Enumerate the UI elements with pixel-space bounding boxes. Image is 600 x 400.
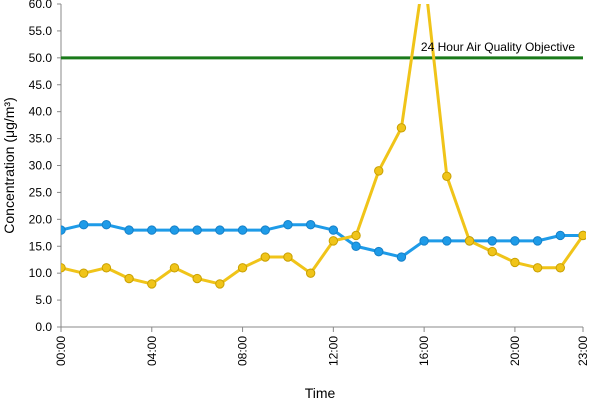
- series-1-point: [101, 220, 112, 230]
- series-1-point: [147, 225, 157, 235]
- series-1-point: [124, 225, 134, 235]
- y-tick-label: 20.0: [29, 212, 53, 226]
- y-tick-label: 45.0: [29, 78, 53, 92]
- series-1-point: [61, 225, 66, 235]
- y-tick-label: 40.0: [29, 105, 53, 119]
- series-1-point: [351, 241, 361, 251]
- series-2-point: [487, 246, 497, 257]
- plot-area: [61, 4, 586, 289]
- series-2-point: [328, 236, 339, 246]
- series-1-point: [487, 236, 497, 246]
- y-tick-label: 30.0: [29, 159, 53, 173]
- series-1-point: [237, 225, 248, 235]
- x-axis-title: Time: [305, 385, 336, 400]
- series-1-point: [374, 246, 384, 257]
- x-tick-label: 12:00: [326, 336, 340, 366]
- y-tick-label: 35.0: [29, 132, 53, 146]
- y-tick-label: 10.0: [29, 266, 53, 280]
- series-2-point: [532, 263, 543, 273]
- series-2-point: [578, 230, 586, 241]
- y-tick-label: 0.0: [35, 320, 52, 334]
- series-2-point: [555, 263, 566, 273]
- series-1-point: [283, 220, 293, 230]
- series-1-point: [169, 225, 180, 235]
- x-tick-label: 00:00: [54, 336, 68, 366]
- series-2-point: [374, 166, 384, 176]
- x-tick-label: 16:00: [417, 336, 431, 366]
- y-tick-label: 25.0: [29, 185, 53, 199]
- y-tick-label: 55.0: [29, 24, 53, 38]
- series-1-point: [215, 225, 225, 235]
- series-1-point: [442, 236, 452, 246]
- y-axis-title: Concentration (μg/m³): [1, 97, 17, 233]
- series-1-point: [419, 236, 429, 246]
- series-2-point: [396, 123, 407, 133]
- series-2-point: [283, 252, 293, 262]
- series-1-point: [510, 236, 520, 246]
- series-1-point: [532, 236, 543, 246]
- series-2-point: [78, 268, 89, 278]
- series-2-point: [147, 279, 157, 289]
- series-2-point: [510, 257, 520, 268]
- series-1-point: [396, 252, 407, 262]
- series-2-point: [351, 230, 361, 241]
- series-1-point: [328, 225, 339, 235]
- x-tick-label: 20:00: [508, 336, 522, 366]
- y-tick-label: 60.0: [29, 0, 53, 11]
- series-2-point: [101, 263, 112, 273]
- x-axis-ticks: 00:00 04:00 08:00 12:00 16:00 20:00 23:00: [54, 327, 590, 366]
- series-2-point: [442, 171, 452, 181]
- series-2-point: [305, 268, 316, 278]
- y-tick-label: 50.0: [29, 51, 53, 65]
- y-axis-ticks: 0.0 5.0 10.0 15.0 20.0 25.0 30.0 35.0 40.0 45.0 50…: [29, 0, 61, 334]
- series-2-point: [237, 263, 248, 273]
- series-2-point: [260, 252, 270, 262]
- series-1-point: [192, 225, 202, 235]
- series-1-point: [78, 220, 89, 230]
- series-2-point: [215, 279, 225, 289]
- series-2-point: [169, 263, 180, 273]
- y-tick-label: 5.0: [35, 293, 52, 307]
- y-tick-label: 15.0: [29, 239, 53, 253]
- x-tick-label: 23:00: [576, 336, 590, 366]
- series-1-point: [305, 220, 316, 230]
- series-2-point: [124, 273, 134, 284]
- series-2-point: [192, 273, 202, 284]
- series-2-point: [61, 263, 66, 273]
- series-1-point: [555, 230, 566, 241]
- series-1-point: [260, 225, 270, 235]
- series-line-1: [61, 223, 583, 259]
- reference-line-label: 24 Hour Air Quality Objective: [421, 40, 575, 54]
- x-tick-label: 04:00: [145, 336, 159, 366]
- x-tick-label: 08:00: [236, 336, 250, 366]
- series-2-point: [464, 236, 475, 246]
